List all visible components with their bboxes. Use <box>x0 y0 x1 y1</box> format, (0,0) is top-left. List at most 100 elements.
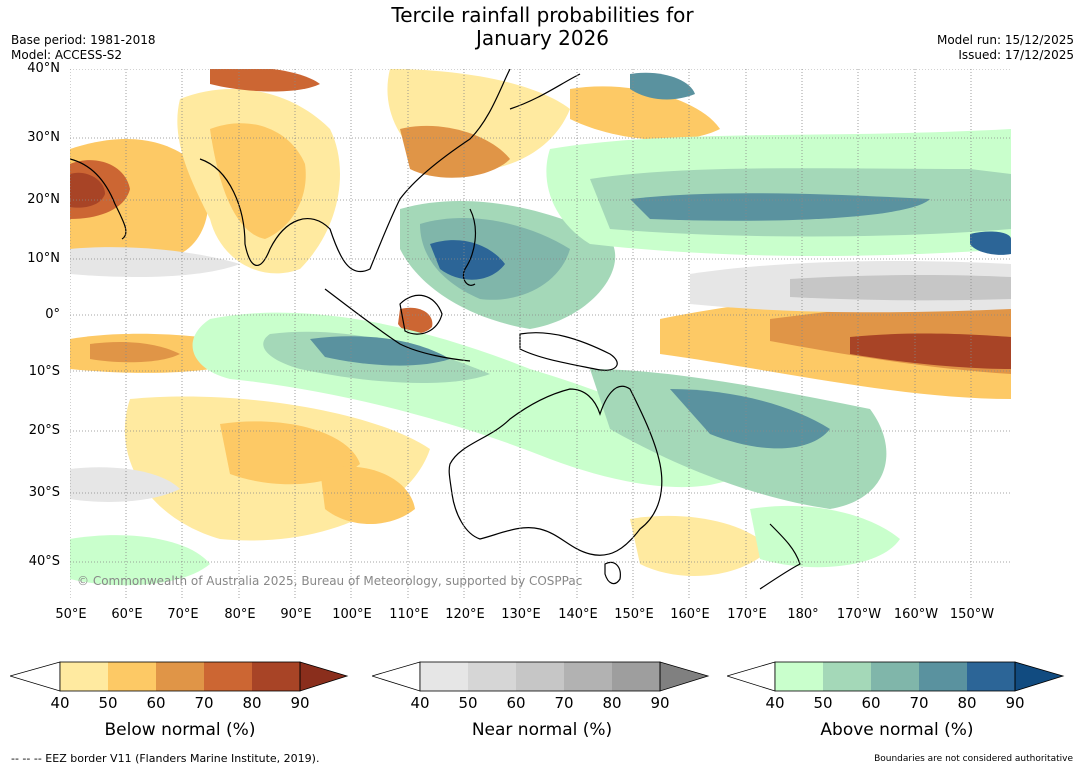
colorbar-above-bin <box>919 662 967 691</box>
map-title: Tercile rainfall probabilities for Janua… <box>0 4 1085 50</box>
model-name: Model: ACCESS-S2 <box>11 48 123 62</box>
lat-label: 20°N <box>27 192 60 207</box>
lon-label: 160°W <box>893 607 939 622</box>
map-canvas <box>70 69 1011 600</box>
colorbar-tick: 90 <box>650 694 670 712</box>
colorbar-tick: 70 <box>554 694 574 712</box>
colorbar-below-bin <box>204 662 252 691</box>
colorbar-near-bin <box>420 662 468 691</box>
lon-label: 170°E <box>727 607 767 622</box>
lon-label: 160°E <box>670 607 710 622</box>
below-region-india-inner <box>210 123 306 239</box>
borneo-coastline <box>399 294 443 335</box>
colorbar-tick: 80 <box>957 694 977 712</box>
lat-label: 20°S <box>28 423 60 438</box>
colorbar-near-min-arrow <box>370 661 421 692</box>
legend-near: 40 50 60 70 80 90 Near normal (%) <box>370 660 712 740</box>
boundary-disclaimer: Boundaries are not considered authoritat… <box>874 754 1073 764</box>
colorbar-tick: 90 <box>1005 694 1025 712</box>
lon-label: 150°W <box>949 607 995 622</box>
new-guinea-coastline <box>519 332 618 371</box>
lon-label: 70°E <box>167 607 199 622</box>
colorbar-tick: 60 <box>146 694 166 712</box>
above-region-philippines-core <box>430 240 505 280</box>
lon-label: 170°W <box>836 607 882 622</box>
lon-label: 100°E <box>332 607 372 622</box>
base-period: Base period: 1981-2018 <box>11 33 156 47</box>
colorbar-below-bin <box>60 662 108 691</box>
lat-label: 40°N <box>27 61 60 76</box>
meta-left: Base period: 1981-2018 Model: ACCESS-S2 <box>11 33 156 63</box>
above-region-maritime-core <box>310 336 450 366</box>
lat-label: 10°S <box>28 364 60 379</box>
lat-label: 30°N <box>27 130 60 145</box>
australia-coastline <box>448 385 663 556</box>
lat-label: 30°S <box>28 485 60 500</box>
colorbar-tick: 90 <box>290 694 310 712</box>
sumatra-java-coastline <box>324 288 471 362</box>
below-region-west-australia <box>320 466 415 524</box>
colorbar-below-bin <box>156 662 204 691</box>
below-region-himalaya <box>210 69 320 92</box>
near-region-equatorial-mid <box>790 274 1011 301</box>
below-region-pacific-north <box>570 86 720 140</box>
colorbar-tick: 50 <box>813 694 833 712</box>
colorbar-near-label: Near normal (%) <box>471 720 613 740</box>
legend-below: 40 50 60 70 80 90 Below normal (%) <box>8 660 350 740</box>
colorbar-tick: 60 <box>861 694 881 712</box>
colorbar-near-bin <box>468 662 516 691</box>
colorbar-tick: 70 <box>909 694 929 712</box>
lon-label: 150°E <box>614 607 654 622</box>
philippines-coastline <box>462 208 476 286</box>
lon-label: 80°E <box>224 607 256 622</box>
se-asia-coastline <box>199 69 511 273</box>
colorbar-above-label: Above normal (%) <box>820 720 974 740</box>
above-region-coral-sea-core <box>670 389 830 449</box>
lon-label: 130°E <box>501 607 541 622</box>
lat-label: 40°S <box>28 554 60 569</box>
colorbar-below-max-arrow <box>299 661 349 692</box>
above-region-far-north <box>630 72 695 100</box>
copyright-notice: © Commonwealth of Australia 2025, Bureau… <box>77 574 583 588</box>
colorbar-tick: 40 <box>50 694 70 712</box>
colorbar-above-bin <box>871 662 919 691</box>
meta-right: Model run: 15/12/2025 Issued: 17/12/2025 <box>937 33 1074 63</box>
issued-date: Issued: 17/12/2025 <box>958 48 1074 62</box>
above-region-north-pacific-peak <box>970 231 1011 255</box>
legend-above: 40 50 60 70 80 90 Above normal (%) <box>725 660 1067 740</box>
below-region-indian-ocean-core <box>90 342 180 363</box>
colorbar-tick: 60 <box>506 694 526 712</box>
above-region-nz <box>750 505 900 568</box>
colorbar-near-bin <box>516 662 564 691</box>
below-region-tasman <box>630 515 770 576</box>
nz-coastline <box>759 523 801 590</box>
above-region-north-pacific-core <box>630 193 930 221</box>
lat-label: 0° <box>45 307 60 322</box>
colorbar-below-bin <box>108 662 156 691</box>
lon-label: 110°E <box>389 607 429 622</box>
below-region-arabia-peak <box>70 172 105 208</box>
colorbar-tick: 50 <box>458 694 478 712</box>
colorbar-tick: 50 <box>98 694 118 712</box>
colorbar-tick: 40 <box>410 694 430 712</box>
lon-label: 120°E <box>445 607 485 622</box>
colorbar-near <box>370 661 710 692</box>
colorbar-tick: 80 <box>242 694 262 712</box>
colorbar-tick: 80 <box>602 694 622 712</box>
colorbar-below-label: Below normal (%) <box>104 720 256 740</box>
coastlines <box>70 69 801 590</box>
colorbar-above-bin <box>823 662 871 691</box>
colorbar-above-bin <box>775 662 823 691</box>
lon-label: 60°E <box>111 607 143 622</box>
eez-note: -- -- -- EEZ border V11 (Flanders Marine… <box>11 752 320 765</box>
colorbar-tick: 70 <box>194 694 214 712</box>
colorbar-below-bin <box>252 662 300 691</box>
colorbar-below-min-arrow <box>8 661 61 692</box>
colorbar-tick: 40 <box>765 694 785 712</box>
colorbar-near-bin <box>564 662 612 691</box>
above-region-indian-south <box>70 535 210 586</box>
lon-label: 50°E <box>55 607 87 622</box>
arabia-coastline <box>70 158 127 240</box>
model-run: Model run: 15/12/2025 <box>936 33 1074 47</box>
lon-label: 180° <box>787 607 819 622</box>
